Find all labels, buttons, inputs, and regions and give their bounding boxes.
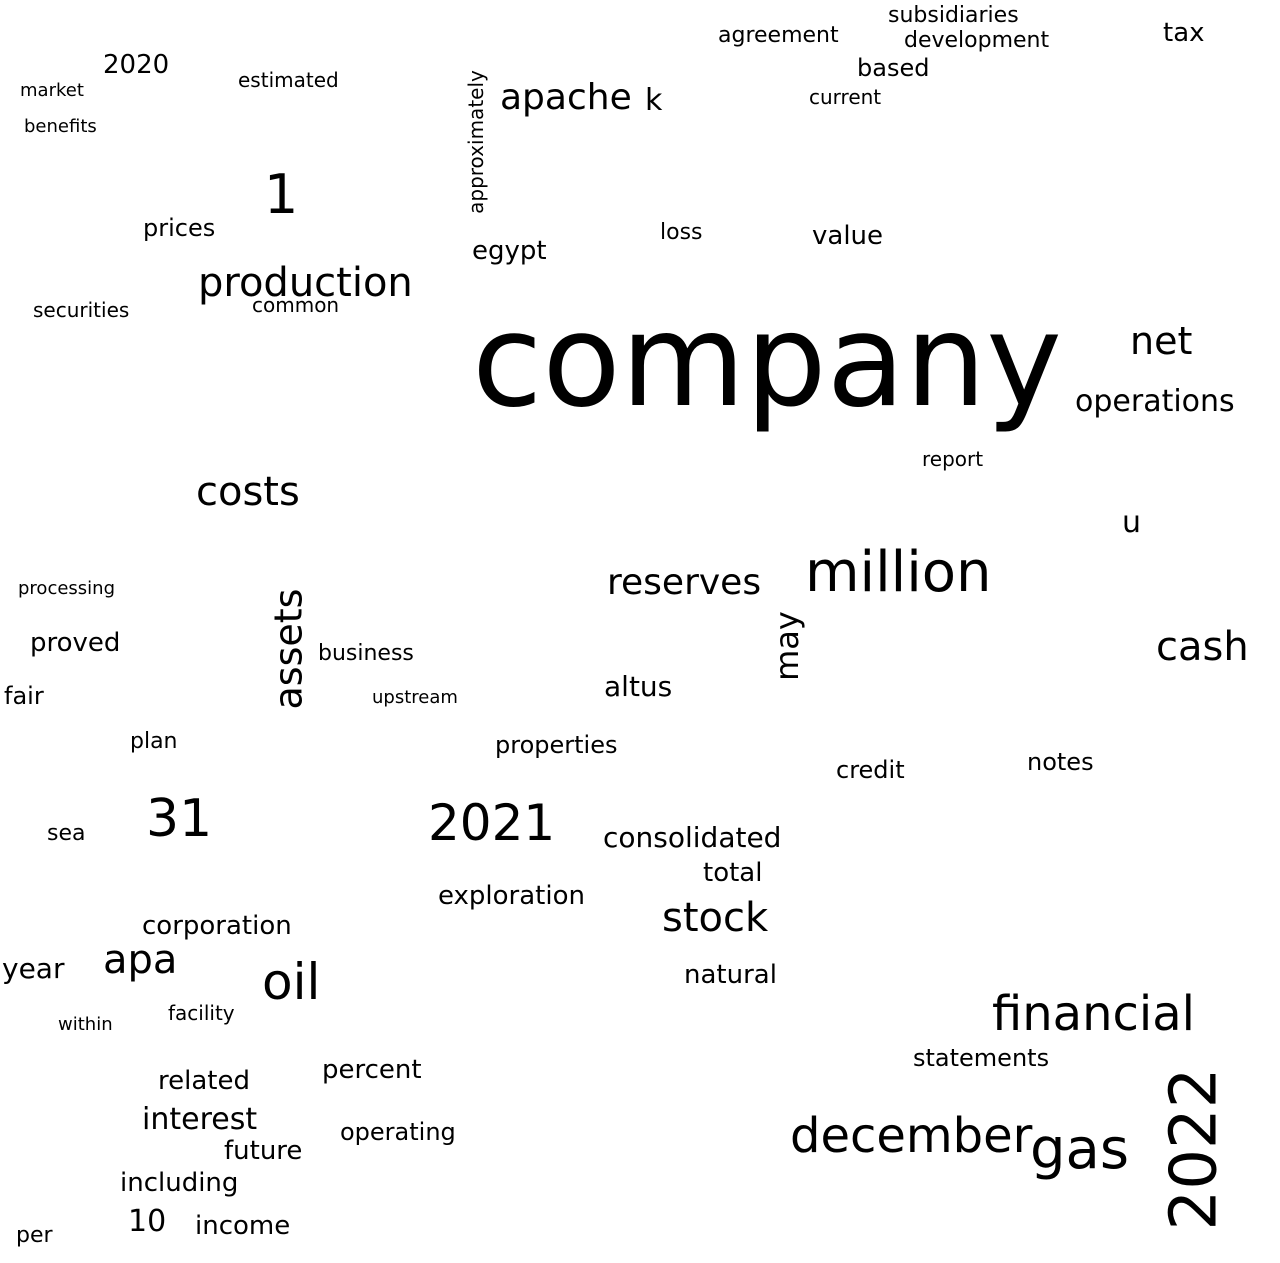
- word: notes: [1027, 748, 1094, 776]
- word: 31: [146, 789, 213, 849]
- word: approximately: [463, 70, 488, 214]
- word: proved: [30, 628, 121, 658]
- word: percent: [322, 1055, 422, 1085]
- word: company: [472, 287, 1062, 436]
- word: subsidiaries: [888, 3, 1019, 28]
- word: properties: [495, 731, 618, 759]
- word: including: [120, 1168, 239, 1198]
- word: value: [812, 221, 884, 251]
- word: total: [703, 858, 763, 888]
- word: year: [2, 952, 65, 985]
- word: statements: [913, 1044, 1050, 1072]
- word: report: [922, 447, 984, 471]
- word: estimated: [238, 68, 339, 92]
- word: upstream: [372, 687, 458, 708]
- word: processing: [18, 578, 116, 599]
- word: k: [645, 83, 663, 118]
- word: financial: [992, 986, 1195, 1042]
- word: 2020: [103, 50, 170, 80]
- word: tax: [1163, 18, 1205, 48]
- word: production: [198, 260, 413, 306]
- word: exploration: [438, 881, 585, 911]
- word: stock: [662, 895, 769, 941]
- word: plan: [130, 729, 178, 754]
- word: agreement: [718, 23, 839, 48]
- word: net: [1130, 319, 1193, 363]
- word: u: [1122, 505, 1142, 540]
- word: prices: [143, 214, 216, 242]
- word: altus: [604, 670, 673, 703]
- word: benefits: [24, 116, 97, 137]
- word: per: [16, 1223, 53, 1248]
- word: facility: [168, 1001, 235, 1025]
- word: 2022: [1157, 1067, 1232, 1231]
- word: oil: [262, 953, 321, 1011]
- word: reserves: [607, 562, 762, 603]
- word: egypt: [472, 236, 547, 266]
- word: assets: [266, 588, 311, 710]
- word: based: [857, 54, 930, 82]
- word: natural: [684, 960, 777, 990]
- word: development: [904, 28, 1050, 53]
- word: december: [790, 1108, 1033, 1164]
- word: million: [805, 540, 992, 605]
- word: gas: [1030, 1117, 1130, 1182]
- word: cash: [1156, 624, 1249, 670]
- word: securities: [33, 298, 130, 322]
- word: 2021: [428, 794, 556, 852]
- word: consolidated: [603, 821, 782, 854]
- word: interest: [142, 1102, 258, 1137]
- word: related: [158, 1066, 250, 1096]
- word: operating: [340, 1118, 456, 1146]
- word: 10: [128, 1204, 167, 1239]
- word: within: [58, 1014, 113, 1035]
- word: apa: [103, 937, 178, 983]
- word: costs: [196, 469, 300, 515]
- word: future: [224, 1136, 303, 1166]
- word: market: [20, 80, 84, 101]
- word: income: [195, 1211, 291, 1241]
- word: sea: [47, 821, 86, 846]
- word: business: [318, 641, 414, 666]
- word: may: [767, 611, 806, 681]
- word: current: [809, 85, 882, 109]
- word: common: [252, 293, 340, 317]
- word: loss: [660, 220, 703, 245]
- word: apache: [500, 77, 632, 118]
- word: fair: [4, 682, 44, 710]
- word: corporation: [142, 911, 292, 941]
- word: 1: [264, 163, 299, 226]
- word: operations: [1075, 384, 1235, 419]
- word: credit: [836, 756, 905, 784]
